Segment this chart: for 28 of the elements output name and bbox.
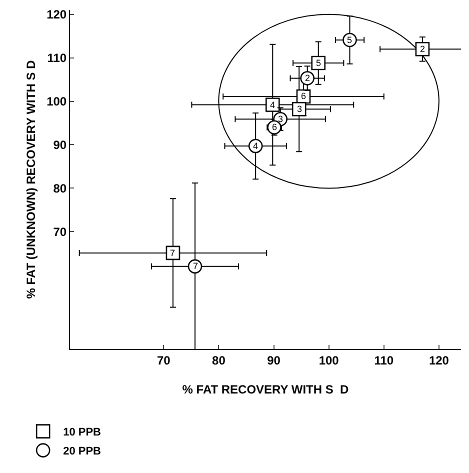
annotation: 7: [170, 248, 176, 258]
legend-label: 20 PPB: [63, 446, 102, 458]
annotation: 3: [297, 104, 302, 114]
y-tick-label: 90: [53, 138, 67, 152]
annotation: 4: [253, 141, 258, 151]
annotation: 6: [301, 91, 306, 101]
annotation: 4: [270, 100, 276, 110]
annotation: 6: [272, 122, 278, 132]
x-tick-label: 70: [156, 353, 171, 368]
y-tick-label: 120: [46, 8, 67, 22]
annotation: 3: [278, 114, 284, 124]
y-tick-label: 80: [53, 181, 67, 196]
x-tick-label: 110: [374, 353, 394, 368]
x-axis-title: % FAT RECOVERY WITH S D: [182, 382, 350, 396]
annotation: 2: [420, 44, 426, 54]
y-tick-label: 110: [47, 51, 67, 66]
annotation: 5: [316, 58, 322, 68]
y-tick-label: 70: [53, 224, 67, 239]
x-tick-label: 80: [212, 353, 226, 368]
legend-label: 10 PPB: [63, 426, 102, 439]
x-tick-label: 100: [318, 353, 340, 368]
annotation: 7: [193, 261, 198, 271]
annotation: 2: [305, 73, 310, 83]
x-tick-label: 90: [267, 353, 281, 368]
y-tick-label: 100: [46, 94, 67, 108]
x-tick-label: 120: [428, 353, 450, 368]
y-axis-title: % FAT (UNKNOWN) RECOVERY WITH S D: [24, 60, 38, 299]
annotation: 5: [347, 35, 352, 45]
